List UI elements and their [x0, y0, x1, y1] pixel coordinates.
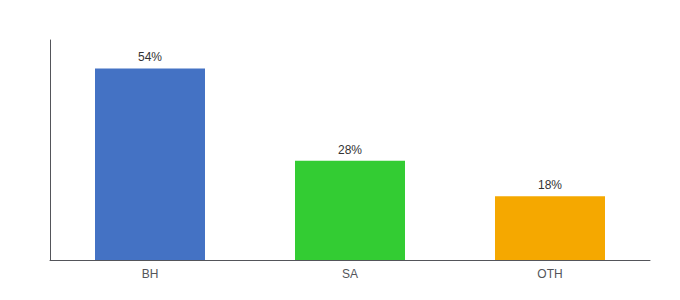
svg-text:OTH: OTH: [537, 267, 562, 281]
svg-text:SA: SA: [342, 267, 358, 281]
svg-text:54%: 54%: [138, 50, 162, 64]
svg-text:BH: BH: [142, 267, 159, 281]
svg-text:28%: 28%: [338, 143, 362, 157]
svg-text:18%: 18%: [538, 178, 562, 192]
